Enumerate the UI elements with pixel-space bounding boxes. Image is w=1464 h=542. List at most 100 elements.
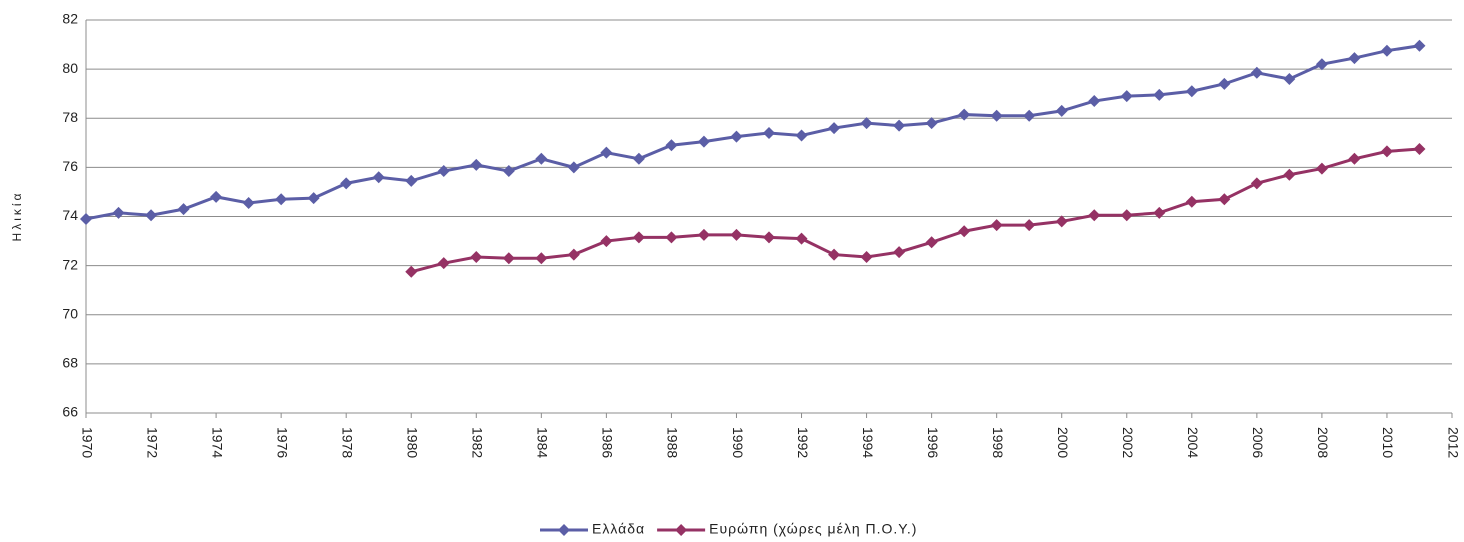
point [925,236,938,249]
point [145,209,158,222]
point [1088,209,1101,222]
series-line [410,147,1420,274]
x-tick-label: 1986 [600,427,616,458]
point [600,235,613,248]
point [1055,215,1068,228]
point [1023,219,1036,232]
x-tick-label: 1982 [470,427,486,458]
point [893,246,906,259]
point [1283,168,1296,181]
y-tick-label: 68 [62,355,78,371]
point [1088,95,1101,108]
point [795,129,808,142]
point [502,252,515,265]
x-tick-label: 1976 [274,427,290,458]
point [860,117,873,130]
point [697,135,710,148]
point [1380,44,1393,57]
x-tick-label: 2002 [1120,427,1136,458]
point [470,158,483,171]
x-tick-label: 2000 [1055,427,1071,458]
x-tick-label: 2006 [1250,427,1266,458]
point [1218,193,1231,206]
point [697,228,710,241]
point [1055,104,1068,117]
point [1348,52,1361,65]
x-tick-label: 1974 [209,427,225,458]
legend-marker [675,524,688,536]
point [860,251,873,264]
point [600,146,613,159]
point [828,248,841,261]
point [1413,39,1426,52]
x-tick-label: 1992 [795,427,811,458]
point [730,228,743,241]
x-tick-label: 1970 [79,427,95,458]
y-tick-label: 80 [62,60,78,76]
x-tick-label: 1972 [144,427,160,458]
point [763,126,775,139]
point [1023,109,1036,122]
point [990,109,1003,122]
y-tick-label: 72 [62,256,78,272]
x-tick-label: 2012 [1445,427,1461,458]
point [958,225,971,238]
point [80,212,92,225]
point [242,196,255,209]
point [1185,85,1198,98]
point [1218,77,1231,90]
x-tick-label: 1998 [990,427,1006,458]
y-tick-label: 66 [62,404,78,420]
y-tick-label: 78 [62,109,78,125]
point [828,122,841,135]
legend-label: Ελλάδα [592,521,645,537]
point [1250,177,1263,190]
point [925,117,938,130]
point [795,232,808,245]
point [1348,152,1361,165]
point [1185,195,1198,208]
point [632,231,645,244]
point [567,161,580,174]
point [958,108,971,121]
point [893,119,906,132]
point [112,206,125,219]
legend-label: Ευρώπη (χώρες μέλη Π.Ο.Υ.) [709,521,917,537]
point [340,177,353,190]
point [405,174,418,187]
series-line [85,44,1420,221]
point [1283,72,1296,85]
point [1153,206,1166,219]
point [1250,66,1263,79]
legend-marker [558,524,570,536]
x-tick-label: 2004 [1185,427,1201,458]
x-tick-label: 1990 [730,427,746,458]
point [665,139,678,152]
x-tick-label: 2010 [1380,427,1396,458]
y-tick-label: 82 [62,11,78,27]
point [1413,142,1426,155]
x-tick-label: 1994 [860,427,876,458]
point [502,165,515,178]
point [665,231,678,244]
point [535,252,548,265]
point [210,190,223,203]
point [990,219,1003,232]
point [632,152,645,165]
point [1120,90,1133,103]
point [1153,88,1166,101]
y-tick-label: 76 [62,158,78,174]
x-tick-label: 1984 [535,427,551,458]
point [372,171,385,184]
point [470,251,483,264]
point [405,265,418,278]
point [437,165,450,178]
x-tick-label: 2008 [1315,427,1331,458]
point [1315,162,1328,175]
point [275,193,288,206]
x-tick-label: 1996 [925,427,941,458]
point [437,257,450,270]
point [307,192,320,205]
y-tick-label: 74 [62,207,78,223]
